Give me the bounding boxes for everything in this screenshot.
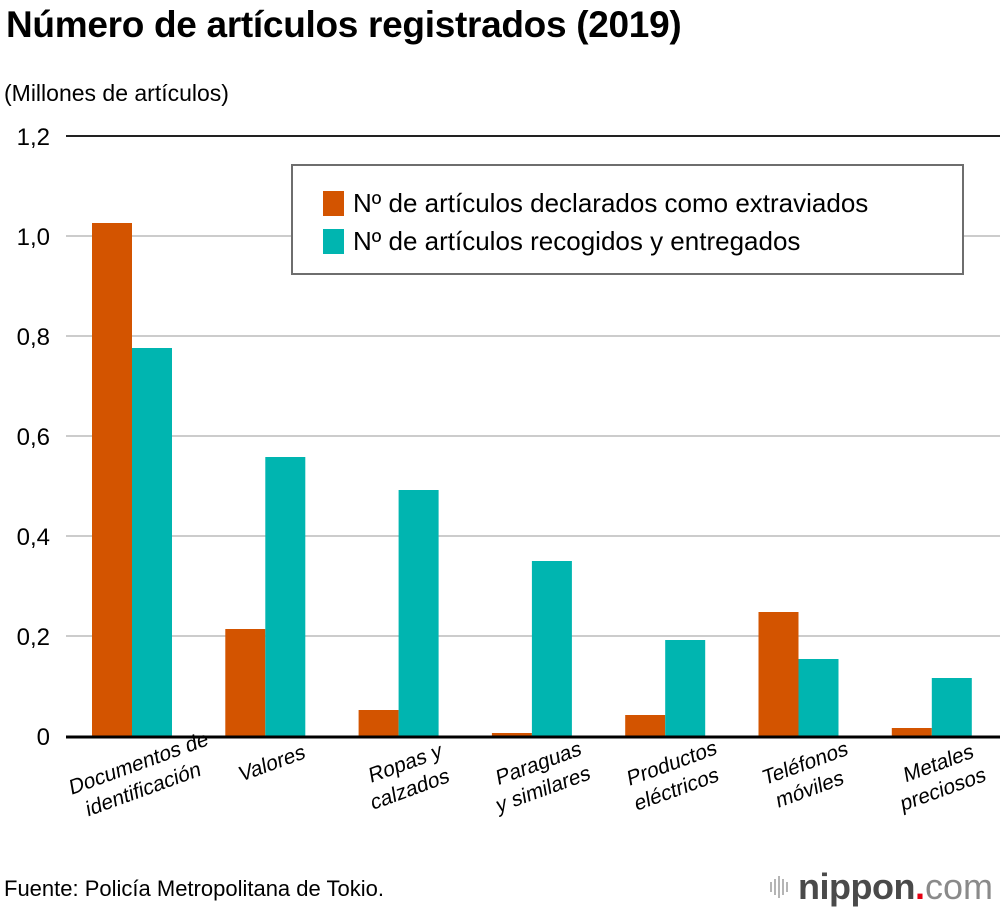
x-tick-label-line: Valores [237,740,306,787]
y-tick-label: 0,2 [17,624,50,651]
bar-recogidos [531,561,572,736]
sound-wave-icon [770,876,790,898]
bar-extraviados [491,733,532,736]
source-note: Fuente: Policía Metropolitana de Tokio. [4,876,384,901]
y-axis-ticks: 0 0,2 0,4 0,6 0,8 1,0 1,2 [17,124,50,751]
legend-swatch-teal [323,229,344,254]
bar-extraviados [225,629,266,736]
bar-recogidos [798,659,839,736]
y-tick-label: 0,8 [17,324,50,351]
bar-recogidos [931,678,972,736]
y-tick-label: 0,4 [17,524,50,551]
legend-swatch-orange [323,191,344,216]
bar-recogidos [398,490,439,736]
bars [92,223,972,736]
y-tick-label: 0,6 [17,424,50,451]
legend-item-recogidos: Nº de artículos recogidos y entregados [323,226,800,257]
y-axis-unit-label: (Millones de artículos) [4,80,229,106]
bar-extraviados [358,710,399,736]
legend-label: Nº de artículos declarados como extravia… [353,188,869,218]
logo-word: nippon [798,866,915,907]
bar-recogidos [665,640,706,736]
bar-extraviados [625,715,666,736]
y-tick-label: 0 [37,724,50,751]
bar-extraviados [92,223,132,736]
nippon-logo: nippon. com [770,866,993,908]
bar-recogidos [132,348,172,736]
legend: Nº de artículos declarados como extravia… [291,164,964,275]
y-tick-label: 1,0 [17,224,50,251]
bar-extraviados [758,612,799,736]
y-tick-label: 1,2 [17,124,50,151]
logo-tld: com [924,866,993,907]
bar-recogidos [265,457,306,736]
bar-extraviados [891,728,932,736]
legend-item-extraviados: Nº de artículos declarados como extravia… [323,188,868,219]
logo-dot: . [914,866,925,907]
x-tick-label: Valores [237,740,306,787]
legend-label: Nº de artículos recogidos y entregados [353,226,801,256]
chart-title: Número de artículos registrados (2019) [6,4,682,45]
